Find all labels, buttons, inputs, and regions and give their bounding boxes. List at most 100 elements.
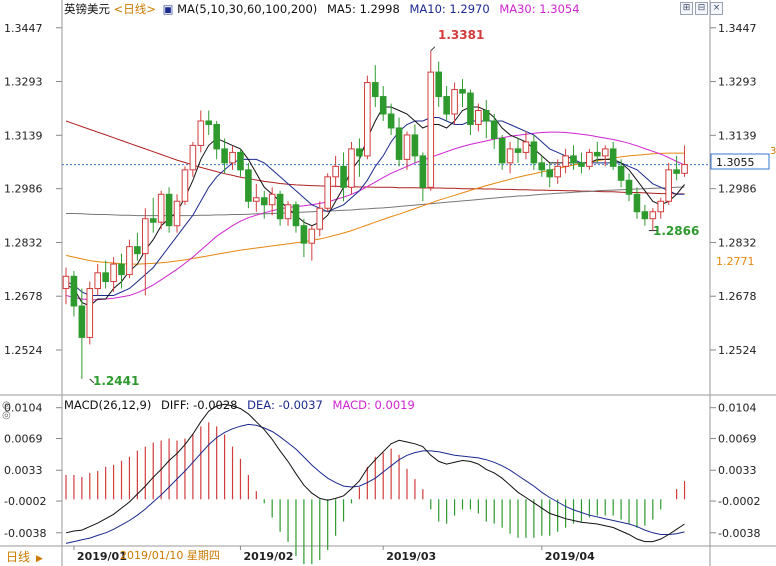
period-tab-arrow[interactable]: ▶ — [36, 554, 43, 564]
month-tick-label: 2019/01 — [77, 550, 127, 563]
month-tick-label: 2019/03 — [386, 550, 436, 563]
crosshair-icon[interactable]: ◎ — [2, 400, 11, 411]
candle-body — [221, 148, 228, 164]
cursor-date-label: 2019/01/10 星期四 — [120, 549, 220, 562]
toolbar-button-2[interactable]: ⊟ — [695, 2, 708, 15]
candle-body — [118, 263, 125, 276]
candle-body — [546, 169, 554, 178]
candle-body — [253, 197, 260, 202]
price-tick-label-left: 1.2524 — [4, 344, 43, 357]
candle-body — [419, 155, 427, 188]
crosshair-icon-2[interactable]: ◎ — [2, 410, 11, 421]
price-tick-label-left: 1.2678 — [4, 290, 43, 303]
candle-body — [165, 193, 173, 227]
low-pointer — [89, 378, 95, 384]
candle-body — [427, 71, 435, 188]
period-label: <日线> — [114, 2, 156, 16]
macd-tick-label-right: 0.0104 — [718, 402, 757, 415]
macd-histogram — [65, 422, 686, 565]
period-tab[interactable]: 日线 — [6, 550, 30, 564]
price-tick-label-right: 1.3139 — [718, 129, 757, 142]
candle-body — [197, 120, 205, 146]
candle-body — [570, 155, 577, 164]
candle-body — [102, 272, 109, 283]
macd-lines — [65, 403, 685, 544]
price-tick-label-left: 1.3139 — [4, 129, 43, 142]
price-tick-label-left: 1.3293 — [4, 76, 43, 89]
price-tick-label-right: 1.2986 — [718, 183, 757, 196]
price-tick-label-left: 1.2986 — [4, 183, 43, 196]
candle-body — [475, 110, 482, 125]
candle-body — [260, 197, 268, 206]
candle-body — [292, 204, 300, 227]
candle-body — [443, 96, 450, 115]
recent-low-annotation: 1.2866 — [653, 224, 699, 238]
candle-body — [403, 134, 411, 160]
candle-body — [126, 246, 133, 276]
candle-body — [681, 164, 688, 174]
close-button[interactable]: × — [710, 2, 723, 15]
candle-body — [482, 110, 490, 122]
month-tick-label: 2019/04 — [545, 550, 595, 563]
candle-body — [506, 148, 514, 164]
candle-body — [268, 193, 276, 206]
candle-body — [308, 228, 316, 244]
symbol-name: 英镑美元 — [64, 2, 110, 16]
candle-body — [276, 193, 284, 220]
dea-value: DEA: -0.0037 — [247, 398, 323, 412]
month-tick-label: 2019/02 — [243, 550, 293, 563]
macd-params: MACD(26,12,9) — [64, 398, 151, 412]
toolbar-button-1[interactable]: ⊞ — [680, 2, 693, 15]
candle-body — [530, 141, 538, 164]
candle-body — [578, 162, 585, 167]
macd-tick-label-right: 0.0033 — [718, 464, 757, 477]
price-tick-label-right: 1.2524 — [718, 344, 757, 357]
high-pointer — [430, 46, 436, 52]
macd-tick-label-right: -0.0002 — [718, 495, 760, 508]
candle-body — [356, 148, 363, 157]
low-annotation: 1.2441 — [93, 374, 139, 388]
ma200-line — [65, 120, 685, 195]
macd-axis: 0.0104 0.0104 0.0069 0.0069 0.0033 0.0033 -0.0… — [4, 402, 760, 540]
candle-body — [617, 165, 625, 181]
candle-body — [451, 89, 458, 115]
candle-body — [609, 148, 617, 167]
candle-body — [586, 151, 593, 167]
macd-tick-label-right: 0.0069 — [718, 433, 757, 446]
ma10-value: MA10: 1.2970 — [409, 2, 489, 16]
price-tick-label-left: 1.2832 — [4, 236, 43, 249]
candle-body — [657, 200, 665, 213]
candle-body — [78, 305, 86, 338]
macd-value: MACD: 0.0019 — [333, 398, 415, 412]
candle-body — [94, 272, 102, 290]
current-price-label: 1.3055 — [716, 156, 755, 169]
candle-body — [300, 225, 308, 244]
price-tick-label-right: 1.2832 — [718, 236, 757, 249]
candle-body — [498, 137, 506, 164]
ma5-value: MA5: 1.2998 — [327, 2, 400, 16]
macd-tick-label-left: 0.0104 — [4, 402, 43, 415]
candle-body — [134, 246, 141, 255]
candle-body — [340, 165, 347, 188]
candle-body — [110, 263, 117, 283]
macd-tick-label-right: -0.0038 — [718, 527, 760, 540]
candle-body — [554, 165, 561, 178]
candle-body — [387, 113, 395, 129]
candle-body — [70, 275, 78, 307]
macd-tick-label-left: -0.0002 — [4, 495, 46, 508]
candlesticks — [62, 50, 688, 379]
price-tick-label-right: 1.3293 — [718, 76, 757, 89]
candle-body — [364, 82, 371, 157]
ma-icon: ▣ — [163, 2, 174, 16]
candle-body — [149, 218, 157, 223]
candle-body — [316, 207, 324, 230]
price-tick-label-right: 1.3447 — [718, 22, 757, 35]
candle-body — [213, 123, 220, 150]
candle-body — [379, 96, 387, 115]
macd-tick-label-left: 0.0069 — [4, 433, 43, 446]
ma-params: MA(5,10,30,60,100,200) — [177, 2, 317, 16]
candle-body — [237, 151, 244, 171]
candle-body — [332, 165, 339, 178]
